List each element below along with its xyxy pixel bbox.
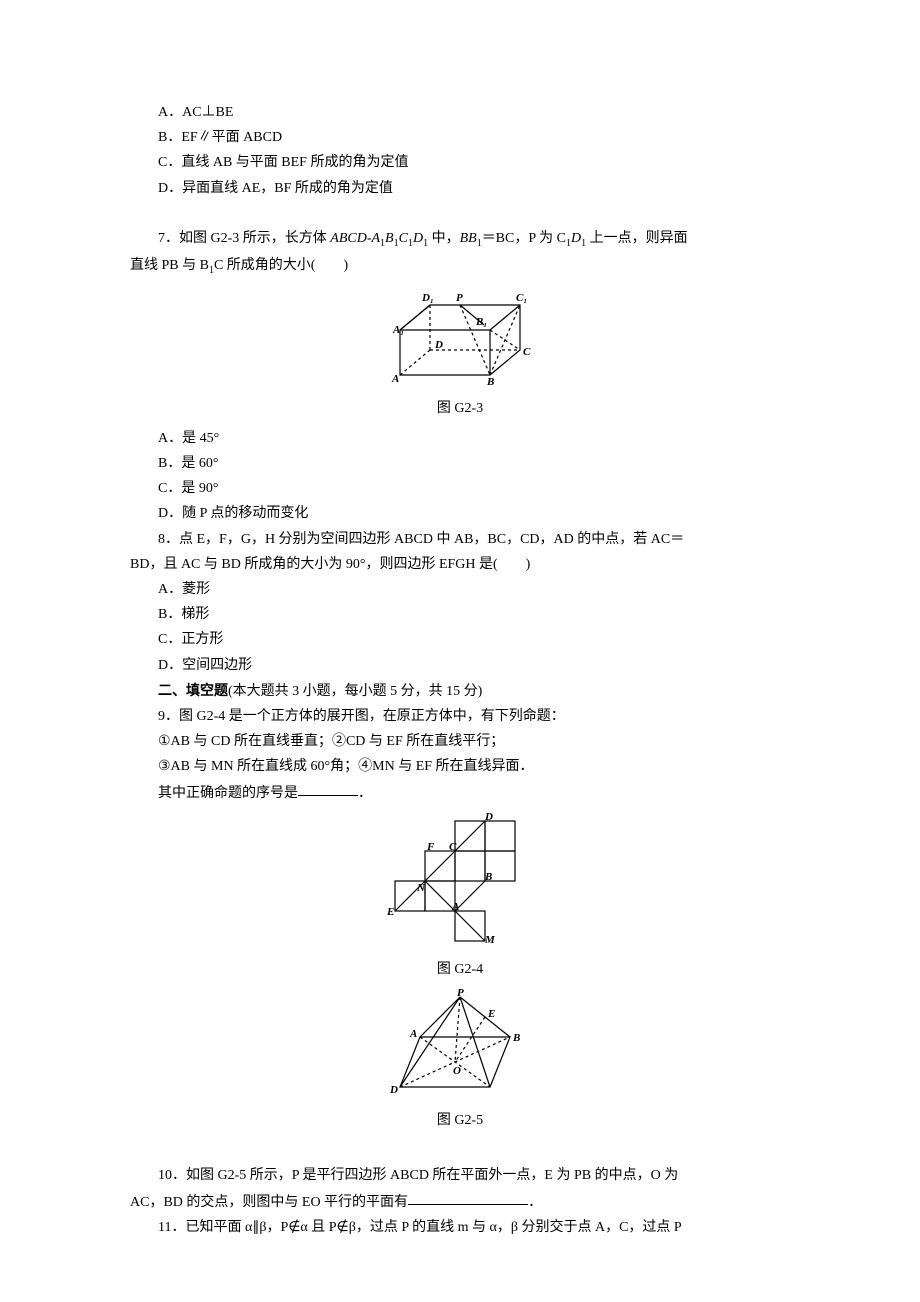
label-A: A <box>409 1028 417 1040</box>
q7-option-c: C．是 90° <box>130 476 790 501</box>
q9-s3: 其中正确命题的序号是 <box>158 785 298 800</box>
label-B: B <box>486 376 494 385</box>
q8-text: 8．点 E，F，G，H 分别为空间四边形 ABCD 中 AB，BC，CD，AD … <box>130 527 790 552</box>
section2-heading: 二、填空题(本大题共 3 小题，每小题 5 分，共 15 分) <box>130 678 790 704</box>
label-A1: A₁ <box>392 324 404 336</box>
label-F: F <box>426 841 435 853</box>
label-B1: B₁ <box>475 316 487 328</box>
label-B: B <box>484 871 492 883</box>
label-P: P <box>457 987 464 999</box>
q7-text: 7．如图 G2­-3 所示，长方体 ABCD­-A1B1C1D1 中，BB1＝B… <box>130 226 790 253</box>
label-O: O <box>453 1065 461 1077</box>
figure-g2-5: P E A B O D 图 G2­-5 <box>130 987 790 1133</box>
q7-text-part: 7．如图 G2­-3 所示，长方体 ABCD­-A1B1C1D1 中，BB1＝B… <box>158 231 688 246</box>
figure-g2-3-caption: 图 G2­-3 <box>130 396 790 421</box>
q7-text-line2: 直线 PB 与 B1C 所成角的大小( ) <box>130 253 790 280</box>
q6-option-a: A．AC⊥BE <box>130 100 790 125</box>
label-C1: C₁ <box>516 292 527 304</box>
q8-option-c: C．正方形 <box>130 627 790 652</box>
label-D: D <box>484 811 493 823</box>
q9-text: 9．图 G2­-4 是一个正方体的展开图，在原正方体中，有下列命题： <box>130 704 790 729</box>
label-C: C <box>523 346 531 358</box>
q7-option-a: A．是 45° <box>130 426 790 451</box>
label-B: B <box>512 1032 520 1044</box>
label-P: P <box>456 292 463 304</box>
figure-g2-3: A₁ D₁ P B₁ C₁ A B C D 图 G2­-3 <box>130 285 790 421</box>
q6-option-d: D．异面直线 AE，BF 所成的角为定值 <box>130 176 790 201</box>
q9-s1: ①AB 与 CD 所在直线垂直；②CD 与 EF 所在直线平行； <box>130 729 790 754</box>
q8-option-b: B．梯形 <box>130 602 790 627</box>
q8-option-a: A．菱形 <box>130 577 790 602</box>
figure-g2-5-caption: 图 G2­-5 <box>130 1108 790 1133</box>
figure-g2-4: D F C B E N A M 图 G2­-4 <box>130 811 790 982</box>
label-M: M <box>484 934 496 946</box>
label-C: C <box>449 841 457 853</box>
q7-option-b: B．是 60° <box>130 451 790 476</box>
q9-s3-wrap: 其中正确命题的序号是． <box>130 780 790 806</box>
section2-desc: (本大题共 3 小题，每小题 5 分，共 15 分) <box>228 684 482 699</box>
q9-s2: ③AB 与 MN 所在直线成 60°角；④MN 与 EF 所在直线异面． <box>130 754 790 779</box>
q10-blank <box>408 1189 528 1206</box>
q8-option-d: D．空间四边形 <box>130 653 790 678</box>
label-A: A <box>451 901 459 913</box>
label-D: D <box>389 1084 398 1096</box>
label-D1: D₁ <box>421 292 434 304</box>
q7-option-d: D．随 P 点的移动而变化 <box>130 501 790 526</box>
q11-text: 11．已知平面 α∥β，P∉α 且 P∉β，过点 P 的直线 m 与 α，β 分… <box>130 1215 790 1240</box>
q8-text2: BD，且 AC 与 BD 所成角的大小为 90°，则四边形 EFGH 是( ) <box>130 552 790 577</box>
section2-title: 二、填空题 <box>158 682 228 698</box>
q10-text: 10．如图 G2­-5 所示，P 是平行四边形 ABCD 所在平面外一点，E 为… <box>130 1163 790 1188</box>
label-A: A <box>391 373 399 385</box>
label-E: E <box>487 1008 495 1020</box>
label-E: E <box>386 906 394 918</box>
q6-option-b: B．EF∥平面 ABCD <box>130 125 790 150</box>
q10-text2-wrap: AC，BD 的交点，则图中与 EO 平行的平面有． <box>130 1189 790 1215</box>
q10-text2: AC，BD 的交点，则图中与 EO 平行的平面有 <box>130 1194 408 1209</box>
label-D: D <box>434 339 443 351</box>
figure-g2-4-caption: 图 G2­-4 <box>130 957 790 982</box>
q6-option-c: C．直线 AB 与平面 BEF 所成的角为定值 <box>130 150 790 175</box>
q9-blank <box>298 780 358 797</box>
label-N: N <box>416 882 426 894</box>
